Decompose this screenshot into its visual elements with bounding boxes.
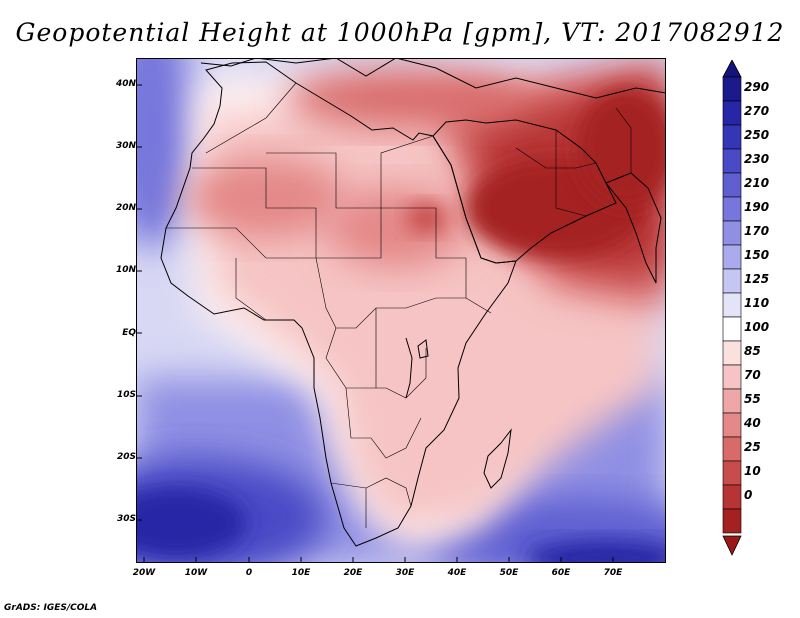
colorbar-label: 270 xyxy=(744,104,770,118)
colorbar-label: 55 xyxy=(744,392,761,406)
colorbar-segment xyxy=(722,460,742,486)
colorbar xyxy=(722,60,742,556)
lat-label: 10S xyxy=(116,390,136,400)
colorbar-label: 0 xyxy=(744,488,753,502)
colorbar-label: 25 xyxy=(744,440,761,454)
colorbar-segment xyxy=(722,436,742,462)
lat-label: 30N xyxy=(115,141,136,151)
lon-label: 20E xyxy=(343,568,363,578)
colorbar-segment xyxy=(722,316,742,342)
colorbar-label: 150 xyxy=(744,248,770,262)
colorbar-segment xyxy=(722,268,742,294)
colorbar-label: 230 xyxy=(744,152,770,166)
lon-label: 10W xyxy=(184,568,208,578)
tick-marks xyxy=(136,84,614,563)
colorbar-segment xyxy=(722,100,742,126)
colorbar-segment xyxy=(722,244,742,270)
colorbar-segment xyxy=(722,172,742,198)
colorbar-segment xyxy=(722,508,742,534)
lon-label: 50E xyxy=(499,568,519,578)
colorbar-label: 210 xyxy=(744,176,770,190)
colorbar-label: 125 xyxy=(744,272,770,286)
colorbar-label: 250 xyxy=(744,128,770,142)
colorbar-arrow-bottom xyxy=(722,535,742,556)
colorbar-segment xyxy=(722,148,742,174)
colorbar-label: 110 xyxy=(744,296,770,310)
lon-label: 0 xyxy=(245,568,253,578)
colorbar-label: 290 xyxy=(744,80,770,94)
lat-label: 40N xyxy=(115,79,136,89)
colorbar-segment xyxy=(722,124,742,150)
colorbar-label: 100 xyxy=(744,320,770,334)
colorbar-segment xyxy=(722,220,742,246)
map-frame xyxy=(136,58,666,563)
map-panel xyxy=(136,58,666,563)
colorbar-label: 10 xyxy=(744,464,761,478)
height-field xyxy=(136,58,666,563)
lon-label: 40E xyxy=(447,568,467,578)
chart-title: Geopotential Height at 1000hPa [gpm], VT… xyxy=(15,18,785,47)
lon-label: 60E xyxy=(551,568,571,578)
lon-label: 70E xyxy=(603,568,623,578)
colorbar-segment xyxy=(722,364,742,390)
colorbar-segment xyxy=(722,196,742,222)
lat-label: 10N xyxy=(115,265,136,275)
lat-label: 30S xyxy=(116,514,136,524)
lon-label: 20W xyxy=(132,568,156,578)
coastlines xyxy=(160,58,666,547)
colorbar-label: 170 xyxy=(744,224,770,238)
colorbar-segment xyxy=(722,484,742,510)
lat-label: 20N xyxy=(115,203,136,213)
lat-label: EQ xyxy=(122,328,136,338)
colorbar-label: 40 xyxy=(744,416,761,430)
grads-credit: GrADS: IGES/COLA xyxy=(4,603,98,613)
colorbar-label: 85 xyxy=(744,344,761,358)
colorbar-segment xyxy=(722,292,742,318)
colorbar-segment xyxy=(722,412,742,438)
colorbar-label: 190 xyxy=(744,200,770,214)
lon-label: 10E xyxy=(291,568,311,578)
colorbar-arrow-top xyxy=(722,60,742,78)
lon-label: 30E xyxy=(395,568,415,578)
colorbar-segment xyxy=(722,76,742,102)
colorbar-label: 70 xyxy=(744,368,761,382)
colorbar-segment xyxy=(722,340,742,366)
colorbar-segment xyxy=(722,388,742,414)
country-borders xyxy=(166,82,632,528)
lat-label: 20S xyxy=(116,452,136,462)
